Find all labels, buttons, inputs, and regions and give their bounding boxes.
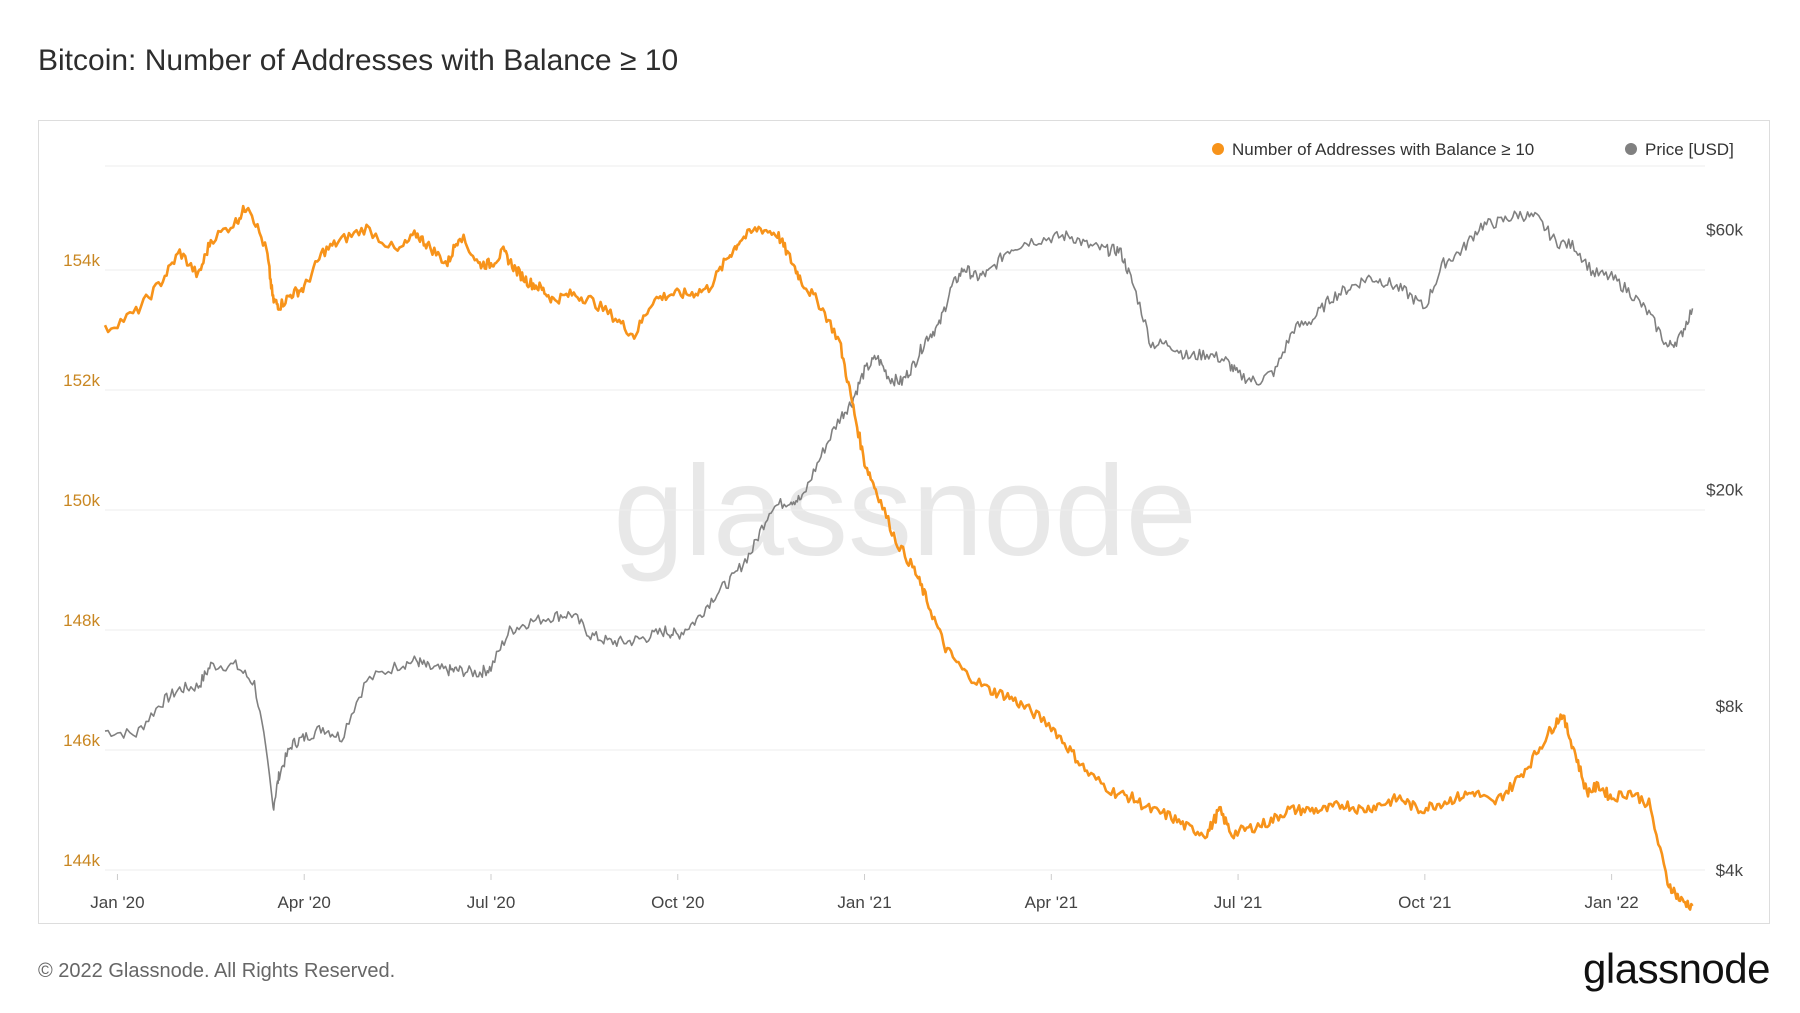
legend-label-addresses: Number of Addresses with Balance ≥ 10 xyxy=(1232,140,1534,159)
x-tick-label: Jan '21 xyxy=(837,893,891,912)
copyright-footer: © 2022 Glassnode. All Rights Reserved. xyxy=(38,960,396,982)
legend-label-price: Price [USD] xyxy=(1645,140,1734,159)
x-tick-label: Jan '20 xyxy=(90,893,144,912)
y-right-tick-label: $4k xyxy=(1716,861,1744,880)
x-tick-label: Apr '20 xyxy=(278,893,331,912)
y-left-tick-label: 150k xyxy=(63,491,100,510)
chart-title: Bitcoin: Number of Addresses with Balanc… xyxy=(38,44,679,77)
y-left-tick-label: 144k xyxy=(63,851,100,870)
y-right-tick-label: $20k xyxy=(1706,480,1743,499)
legend-marker-addresses xyxy=(1212,143,1224,155)
addresses-series-line xyxy=(103,204,1694,911)
chart-frame xyxy=(38,120,1770,924)
legend-marker-price xyxy=(1625,143,1637,155)
x-tick-label: Oct '20 xyxy=(651,893,704,912)
y-left-tick-label: 152k xyxy=(63,371,100,390)
watermark: glassnode xyxy=(613,440,1197,583)
x-tick-label: Apr '21 xyxy=(1025,893,1078,912)
glassnode-logo[interactable]: glassnode xyxy=(1583,945,1770,992)
x-tick-label: Jul '21 xyxy=(1214,893,1263,912)
y-right-tick-label: $60k xyxy=(1706,221,1743,240)
y-right-tick-label: $8k xyxy=(1716,697,1744,716)
y-left-tick-label: 148k xyxy=(63,611,100,630)
y-left-tick-label: 154k xyxy=(63,251,100,270)
x-tick-label: Oct '21 xyxy=(1398,893,1451,912)
x-tick-label: Jan '22 xyxy=(1584,893,1638,912)
price-series-line xyxy=(104,210,1694,811)
x-tick-label: Jul '20 xyxy=(467,893,516,912)
y-left-tick-label: 146k xyxy=(63,731,100,750)
